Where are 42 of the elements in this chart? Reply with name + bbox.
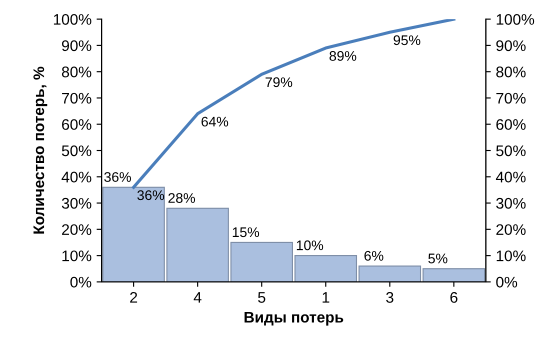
x-tick-label: 4	[194, 292, 202, 303]
data-label: 95%	[394, 35, 420, 46]
data-label: 89%	[330, 51, 356, 61]
data-label: 79%	[266, 77, 292, 88]
y-tick-label: 90%	[62, 40, 92, 52]
data-label: 28%	[168, 193, 196, 203]
y2-tick-label: 70%	[496, 92, 526, 104]
data-label: 64%	[202, 116, 228, 127]
y-tick-label: 100%	[54, 14, 92, 25]
data-label: 5%	[428, 254, 448, 264]
y2-tick-label: 40%	[496, 172, 526, 182]
y-tick-label: 60%	[62, 119, 92, 130]
y-tick-label: 50%	[62, 145, 92, 156]
x-tick-label: 3	[386, 292, 394, 303]
y2-tick-label: 90%	[496, 40, 526, 52]
data-label: 36%	[104, 172, 131, 182]
data-label: 15%	[232, 227, 260, 238]
y-axis-title: Количество потерь, %	[33, 66, 48, 234]
y2-tick-label: 50%	[496, 145, 526, 156]
y-tick-label: 20%	[62, 224, 92, 236]
x-axis-title: Виды потерь	[244, 312, 344, 326]
line-series	[132, 19, 456, 189]
y2-tick-label: 0%	[496, 276, 518, 288]
y2-tick-label: 20%	[496, 224, 526, 236]
y2-tick-label: 10%	[496, 250, 526, 262]
x-tick-label: 1	[322, 292, 330, 303]
y-tick-label: 40%	[62, 172, 92, 182]
data-label: 10%	[296, 240, 324, 250]
x-tick-label: 6	[450, 292, 458, 303]
y2-tick-label: 100%	[496, 14, 534, 25]
y2-tick-label: 30%	[496, 198, 526, 209]
y2-tick-label: 60%	[496, 119, 526, 130]
y-tick-label: 30%	[62, 198, 92, 209]
y2-tick-label: 80%	[496, 66, 526, 78]
data-label: 36%	[137, 190, 164, 200]
y-tick-label: 10%	[62, 250, 92, 262]
y-tick-label: 70%	[62, 92, 92, 104]
x-tick-label: 5	[258, 292, 266, 303]
y-tick-label: 80%	[62, 66, 92, 78]
data-label: 6%	[364, 250, 384, 261]
x-tick-label: 2	[130, 292, 138, 303]
y-tick-label: 0%	[70, 276, 92, 288]
